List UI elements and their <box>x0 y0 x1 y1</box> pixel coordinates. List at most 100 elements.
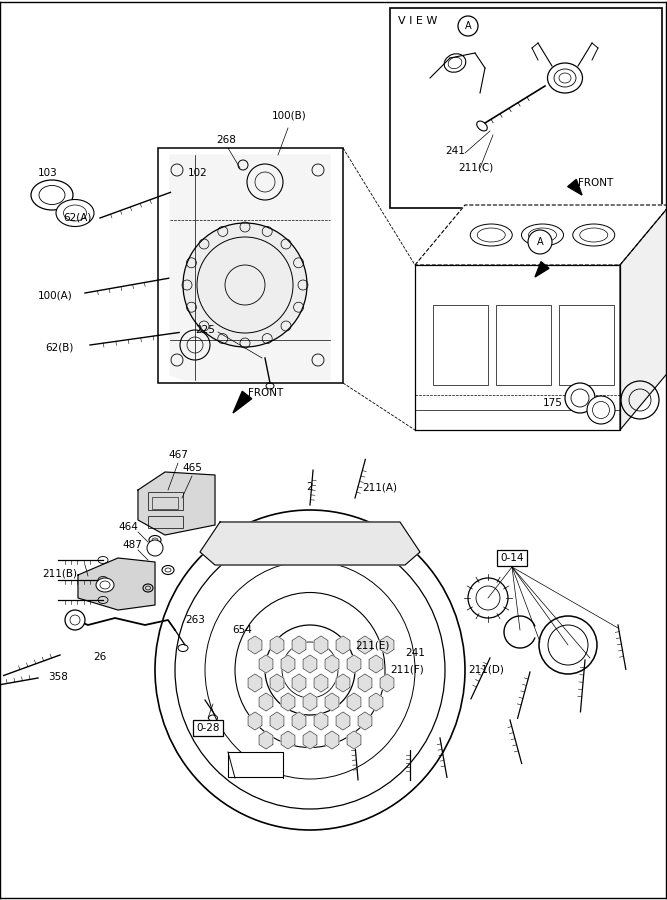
Polygon shape <box>336 674 350 692</box>
Polygon shape <box>78 558 155 610</box>
Text: A: A <box>537 237 544 247</box>
Polygon shape <box>347 655 361 673</box>
Polygon shape <box>303 693 317 711</box>
Polygon shape <box>233 392 251 413</box>
Bar <box>148 492 183 510</box>
Ellipse shape <box>539 616 597 674</box>
Polygon shape <box>347 693 361 711</box>
Polygon shape <box>535 262 549 277</box>
Polygon shape <box>620 205 667 430</box>
Polygon shape <box>259 655 273 673</box>
Circle shape <box>183 223 307 347</box>
Polygon shape <box>358 712 372 730</box>
Text: 467: 467 <box>168 450 188 460</box>
Text: 0-28: 0-28 <box>196 723 219 733</box>
Text: 211(B): 211(B) <box>42 568 77 578</box>
Polygon shape <box>415 265 620 430</box>
Polygon shape <box>292 712 306 730</box>
Polygon shape <box>358 674 372 692</box>
Circle shape <box>528 230 552 254</box>
Polygon shape <box>200 522 420 565</box>
Polygon shape <box>281 655 295 673</box>
Text: V I E W: V I E W <box>398 16 438 26</box>
Polygon shape <box>292 674 306 692</box>
Polygon shape <box>270 712 284 730</box>
Text: 100(B): 100(B) <box>272 110 307 120</box>
Text: 263: 263 <box>185 615 205 625</box>
Polygon shape <box>248 712 262 730</box>
Text: 0-14: 0-14 <box>500 553 524 563</box>
Polygon shape <box>415 205 667 265</box>
Polygon shape <box>336 636 350 654</box>
Polygon shape <box>314 636 328 654</box>
Polygon shape <box>270 636 284 654</box>
Text: 654: 654 <box>232 625 252 635</box>
Text: 211(F): 211(F) <box>390 665 424 675</box>
Text: 487: 487 <box>122 540 142 550</box>
Polygon shape <box>314 674 328 692</box>
Polygon shape <box>259 693 273 711</box>
Polygon shape <box>325 693 339 711</box>
Polygon shape <box>270 674 284 692</box>
Text: 358: 358 <box>48 672 68 682</box>
Text: FRONT: FRONT <box>578 178 613 188</box>
Text: 268: 268 <box>216 135 236 145</box>
Circle shape <box>147 540 163 556</box>
Polygon shape <box>358 636 372 654</box>
Polygon shape <box>568 179 582 195</box>
Text: 103: 103 <box>38 168 58 178</box>
Text: 100(A): 100(A) <box>38 290 73 300</box>
Ellipse shape <box>56 200 94 227</box>
Bar <box>228 752 283 777</box>
Ellipse shape <box>587 396 615 424</box>
Ellipse shape <box>31 180 73 210</box>
Text: 211(D): 211(D) <box>468 665 504 675</box>
Polygon shape <box>303 731 317 749</box>
Text: 465: 465 <box>182 463 202 473</box>
Polygon shape <box>314 712 328 730</box>
Text: 102: 102 <box>188 168 207 178</box>
Text: 211(E): 211(E) <box>355 640 390 650</box>
Text: 2: 2 <box>306 482 313 492</box>
Polygon shape <box>380 674 394 692</box>
Polygon shape <box>170 155 330 380</box>
Polygon shape <box>303 655 317 673</box>
Text: 241: 241 <box>445 146 465 156</box>
Bar <box>152 497 178 509</box>
Text: A: A <box>465 21 472 31</box>
Bar <box>496 305 551 385</box>
Polygon shape <box>369 655 383 673</box>
Ellipse shape <box>155 510 465 830</box>
Polygon shape <box>380 636 394 654</box>
Polygon shape <box>369 693 383 711</box>
Text: 225: 225 <box>195 325 215 335</box>
Text: 175: 175 <box>543 398 563 408</box>
Ellipse shape <box>565 383 595 413</box>
Text: 464: 464 <box>118 522 138 532</box>
Polygon shape <box>347 731 361 749</box>
Bar <box>158 148 343 383</box>
Polygon shape <box>248 636 262 654</box>
Polygon shape <box>138 472 215 535</box>
Text: 211(C): 211(C) <box>458 163 494 173</box>
Text: 62(B): 62(B) <box>45 342 73 352</box>
Polygon shape <box>292 636 306 654</box>
Polygon shape <box>248 674 262 692</box>
Ellipse shape <box>96 578 114 592</box>
Bar <box>390 8 662 208</box>
Circle shape <box>65 610 85 630</box>
Bar <box>148 516 183 528</box>
Polygon shape <box>336 712 350 730</box>
Text: 211(A): 211(A) <box>362 483 397 493</box>
Polygon shape <box>325 731 339 749</box>
Polygon shape <box>325 655 339 673</box>
Bar <box>559 305 614 385</box>
Polygon shape <box>281 731 295 749</box>
Text: 241: 241 <box>405 648 425 658</box>
Polygon shape <box>281 693 295 711</box>
Text: 62(A): 62(A) <box>63 213 91 223</box>
Bar <box>433 305 488 385</box>
Text: FRONT: FRONT <box>248 388 283 398</box>
Polygon shape <box>259 731 273 749</box>
Text: 26: 26 <box>93 652 106 662</box>
